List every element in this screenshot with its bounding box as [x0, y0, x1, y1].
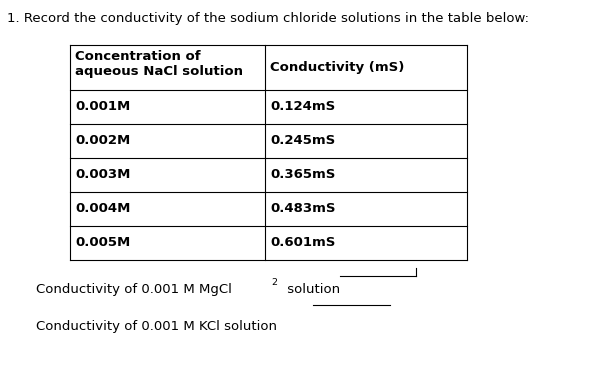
- Text: 0.245mS: 0.245mS: [270, 135, 335, 147]
- Text: solution: solution: [283, 283, 340, 296]
- Text: 2: 2: [271, 278, 277, 287]
- Text: 0.002M: 0.002M: [75, 135, 131, 147]
- Text: Conductivity of 0.001 M KCl solution: Conductivity of 0.001 M KCl solution: [36, 320, 277, 333]
- Text: 0.005M: 0.005M: [75, 236, 131, 250]
- Text: 0.365mS: 0.365mS: [270, 168, 335, 182]
- Text: 0.003M: 0.003M: [75, 168, 131, 182]
- Text: Conductivity of 0.001 M MgCl: Conductivity of 0.001 M MgCl: [36, 283, 232, 296]
- Text: 2: 2: [271, 278, 277, 287]
- Text: 0.124mS: 0.124mS: [270, 101, 335, 113]
- Text: aqueous NaCl solution: aqueous NaCl solution: [75, 65, 243, 78]
- Text: 0.483mS: 0.483mS: [270, 202, 336, 216]
- Text: 1. Record the conductivity of the sodium chloride solutions in the table below:: 1. Record the conductivity of the sodium…: [7, 12, 529, 25]
- Text: 0.001M: 0.001M: [75, 101, 131, 113]
- Text: 0.004M: 0.004M: [75, 202, 131, 216]
- Text: 0.601mS: 0.601mS: [270, 236, 335, 250]
- Text: Concentration of: Concentration of: [75, 50, 201, 63]
- Text: Conductivity (mS): Conductivity (mS): [270, 61, 405, 74]
